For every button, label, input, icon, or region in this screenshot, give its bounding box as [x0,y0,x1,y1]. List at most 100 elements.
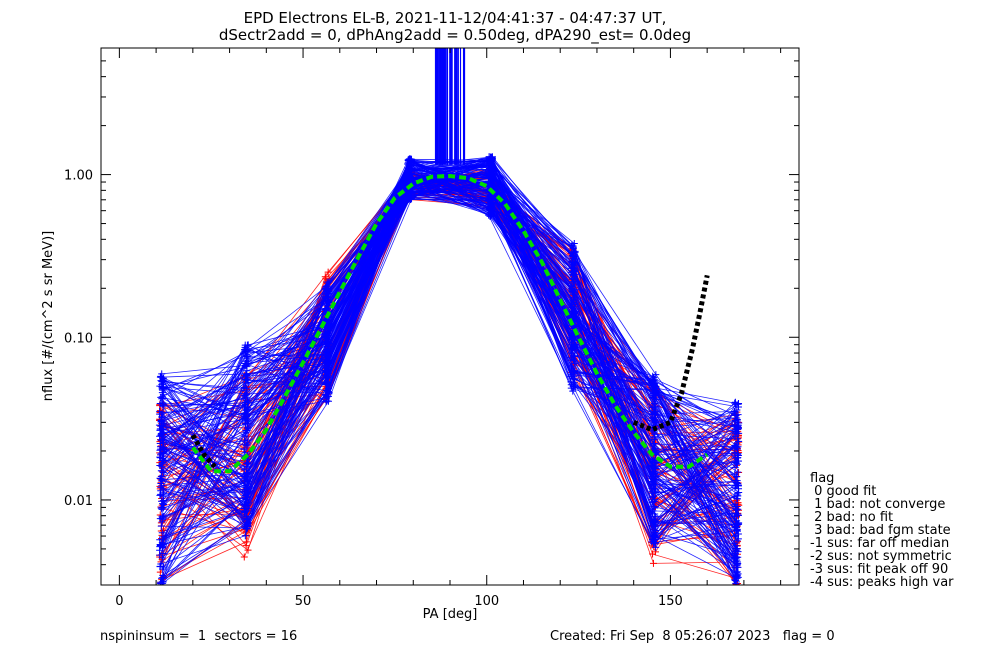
trace-marker [731,545,739,553]
trace-marker [652,489,660,497]
trace-marker [733,492,741,500]
trace-marker [159,549,167,557]
trace-marker [651,496,659,504]
trace-marker [157,483,165,491]
trace-marker [243,440,251,448]
trace-marker [156,440,164,448]
trace-marker [159,579,167,585]
trace-marker [487,169,495,177]
trace-marker [243,367,251,375]
trace-marker [158,429,166,437]
trace-marker [324,364,332,372]
trace-marker [406,195,414,203]
trace-line [160,196,737,526]
trace-marker [568,345,576,353]
y-axis-label: nflux [#/(cm^2 s sr MeV)] [41,231,56,401]
trace-marker [156,453,164,461]
trace-marker [158,416,166,424]
trace-line [159,163,735,551]
trace-marker [158,373,166,381]
trace-marker [323,335,331,343]
trace-line [160,167,737,559]
trace-marker [321,341,329,349]
trace-marker [650,480,658,488]
legend-entry: -2 sus: not symmetric [810,549,952,564]
trace-marker [321,273,329,281]
trace-marker [242,483,250,491]
trace-marker [733,561,741,569]
trace-marker [649,468,657,476]
trace-line [161,190,737,531]
fit-dotted-black [190,433,217,469]
flag-legend: flag 0 good fit 1 bad: not converge 2 ba… [810,471,954,590]
trace-marker [733,406,741,414]
trace-marker [650,458,658,466]
trace-marker [159,443,167,451]
trace-marker [568,282,576,290]
trace-line [162,197,738,549]
trace-marker [734,421,742,429]
trace-marker [649,559,657,567]
trace-marker [240,445,248,453]
trace-marker [732,554,740,562]
trace-marker [484,178,492,186]
trace-marker [324,268,332,276]
trace-marker [733,428,741,436]
trace-marker [486,194,494,202]
trace-marker [649,372,657,380]
legend-entry: 3 bad: bad fgm state [810,523,951,538]
fit-dashed-green [191,173,709,474]
trace-line [160,185,737,577]
trace-line [161,167,737,433]
trace-marker [734,511,742,519]
trace-marker [569,244,577,252]
trace-marker [157,490,165,498]
trace-marker [240,349,248,357]
trace-marker [487,212,495,220]
trace-marker [158,529,166,537]
trace-marker [157,560,165,568]
trace-marker [570,307,578,315]
trace-marker [731,398,739,406]
trace-marker [733,523,741,531]
trace-marker [569,278,577,286]
trace-marker [241,391,249,399]
trace-marker [243,515,251,523]
trace-marker [159,408,167,416]
trace-marker [406,161,414,169]
trace-line [162,199,738,566]
trace-marker [322,381,330,389]
trace-marker [651,534,659,542]
trace-marker [160,378,168,386]
saturated-traces [434,48,466,165]
trace-marker [160,439,168,447]
trace-marker [156,546,164,554]
chart-title-line-2: dSectr2add = 0, dPhAng2add = 0.50deg, dP… [219,26,691,45]
trace-marker [158,518,166,526]
trace-marker [486,175,494,183]
trace-marker [240,507,248,515]
trace-marker [570,342,578,350]
trace-marker [651,510,659,518]
trace-marker [160,489,168,497]
trace-marker [650,374,658,382]
footer-left: nspininsum = 1 sectors = 16 [100,629,297,644]
trace-marker [569,270,577,278]
trace-marker [734,505,742,513]
legend-entry: 2 bad: no fit [810,510,893,525]
legend-entry: -3 sus: fit peak off 90 [810,562,948,577]
trace-marker [243,468,251,476]
trace-line [161,175,738,474]
trace-marker [159,468,167,476]
trace-marker [652,543,660,551]
trace-marker [160,402,168,410]
legend-entry: 1 bad: not converge [810,497,945,512]
y-tick-label: 1.00 [64,169,93,184]
trace-marker [734,570,742,578]
trace-marker [570,357,578,365]
trace-marker [323,355,331,363]
trace-marker [242,406,250,414]
trace-marker [650,399,658,407]
trace-marker [652,518,660,526]
trace-line [159,161,736,547]
